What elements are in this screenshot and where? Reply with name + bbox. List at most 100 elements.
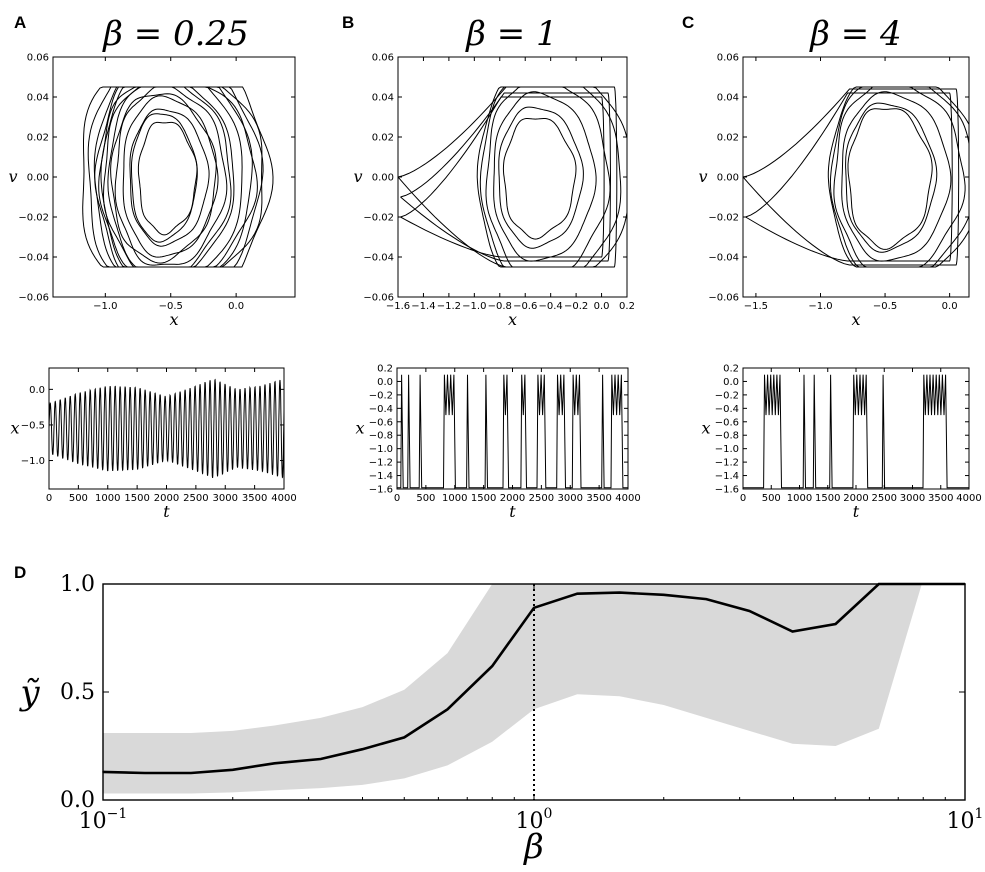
data-point: [319, 758, 322, 760]
time-series-line: [743, 374, 969, 489]
x-axis-label: x: [169, 310, 178, 329]
y-axis-label: ỹ: [18, 673, 40, 713]
y-tick-label: 0.02: [372, 133, 394, 144]
y-tick-label: −1.2: [715, 458, 739, 469]
data-point: [533, 606, 535, 609]
time-series-b: 0 500 1000 1500 2000 2500 3000 3500 4000 −1.6 −1.4…: [355, 364, 640, 522]
x-axis-label: t: [163, 502, 170, 521]
data-point: [491, 665, 494, 667]
data-point: [403, 736, 406, 739]
x-tick-label: −0.2: [564, 301, 588, 312]
y-tick-label: −1.0: [21, 456, 45, 467]
x-tick-label: −0.8: [488, 301, 512, 312]
y-tick-label: −0.5: [21, 420, 45, 431]
x-axis-label: t: [509, 502, 516, 521]
x-tick-label: −0.4: [539, 301, 563, 312]
confidence-band: [103, 584, 965, 794]
chart-title: β = 4: [808, 14, 901, 54]
trajectory-excursion: [398, 86, 618, 268]
x-tick-label: 3000: [213, 493, 238, 504]
x-tick-label: 4000: [271, 493, 296, 504]
y-tick-label: −0.6: [715, 417, 739, 428]
panel-label-d: D: [14, 563, 26, 582]
time-series-line: [48, 378, 285, 479]
x-tick-label: 2000: [843, 493, 868, 504]
trajectory-orbit: [502, 118, 577, 240]
y-tick-label: 1.0: [60, 572, 95, 597]
y-tick-label: −0.06: [708, 293, 739, 304]
x-tick-label: 3500: [242, 493, 267, 504]
plot-frame: [52, 56, 296, 298]
data-point: [834, 623, 837, 625]
x-tick-exponent: −1: [107, 806, 128, 822]
y-tick-label: −0.06: [363, 293, 394, 304]
trajectory-excursion: [745, 92, 953, 262]
x-tick-label: 2000: [154, 493, 179, 504]
x-tick-label: 0: [394, 493, 400, 504]
time-series-a: 0 500 1000 1500 2000 2500 3000 3500 4000 −1.0 −0.5…: [10, 367, 297, 521]
chart-title: β = 0.25: [101, 14, 248, 54]
y-tick-label: −0.6: [369, 417, 393, 428]
y-axis-label: x: [10, 419, 19, 438]
x-tick-label: −1.0: [462, 301, 486, 312]
data-point: [618, 591, 621, 594]
x-tick-label: 0: [740, 493, 746, 504]
x-tick-label: −0.5: [873, 301, 897, 312]
y-tick-label: 0.00: [372, 173, 394, 184]
x-tick-label: 1500: [815, 493, 840, 504]
data-point: [662, 594, 665, 596]
y-tick-label: −1.4: [715, 471, 739, 482]
phase-plot-c: −1.5 −1.0 −0.5 0.0 −0.06 −0.04 −0.02 0.00 0.02 0.…: [698, 14, 970, 329]
x-tick-label: −0.5: [159, 301, 183, 312]
y-axis-label: v: [353, 167, 362, 186]
x-tick-label: 500: [69, 493, 88, 504]
x-axis-label: t: [853, 502, 860, 521]
y-axis-label: x: [701, 419, 710, 438]
data-point: [273, 762, 276, 765]
plot-frame: [397, 56, 628, 298]
y-tick-label: −0.04: [708, 253, 739, 264]
trajectory-orbit: [479, 86, 622, 268]
y-tick-label: −1.0: [369, 444, 393, 455]
x-tick-label: −1.0: [93, 301, 117, 312]
x-tick-label: 3500: [586, 493, 611, 504]
trajectory-group: [743, 86, 969, 268]
y-tick-label: 0.06: [717, 53, 739, 64]
y-tick-label: −1.6: [369, 485, 393, 496]
x-tick-label: −1.6: [386, 301, 410, 312]
x-tick-label: 1000: [787, 493, 812, 504]
phase-plot-a: −1.0 −0.5 0.0 −0.06 −0.04 −0.02 0.00 0.02 0.04 0.…: [8, 14, 296, 329]
y-tick-label: 0.0: [723, 377, 739, 388]
y-tick-label: −0.04: [18, 253, 49, 264]
trajectory-excursion: [400, 92, 612, 262]
y-tick-label: 0.02: [717, 133, 739, 144]
data-point: [576, 592, 579, 595]
trajectory-orbit: [833, 86, 966, 268]
x-axis-label: x: [508, 310, 517, 329]
trajectory-orbit: [841, 91, 952, 262]
x-tick-label: 500: [762, 493, 781, 504]
x-tick-label: 0.0: [228, 301, 244, 312]
x-tick-label: 0.2: [619, 301, 635, 312]
y-tick-label: 0.0: [29, 385, 45, 396]
trajectory-orbit: [100, 86, 243, 268]
y-tick-label: −0.8: [369, 431, 393, 442]
y-tick-label: 0.04: [717, 93, 739, 104]
trajectory-orbit: [131, 113, 198, 243]
x-axis-label: β: [522, 827, 544, 867]
y-tick-label: −0.4: [715, 404, 739, 415]
y-tick-label: −0.04: [363, 253, 394, 264]
y-tick-label: 0.06: [27, 53, 49, 64]
y-tick-label: −0.02: [18, 213, 49, 224]
trajectory-group: [82, 86, 274, 268]
x-tick-exponent: 0: [544, 806, 553, 822]
y-tick-label: −1.0: [715, 444, 739, 455]
y-tick-label: −1.2: [369, 458, 393, 469]
x-tick-label: 2500: [872, 493, 897, 504]
trajectory-orbit: [845, 102, 938, 253]
plot-frame: [102, 583, 966, 801]
panel-label-c: C: [682, 13, 694, 32]
x-tick-label: −1.2: [437, 301, 461, 312]
